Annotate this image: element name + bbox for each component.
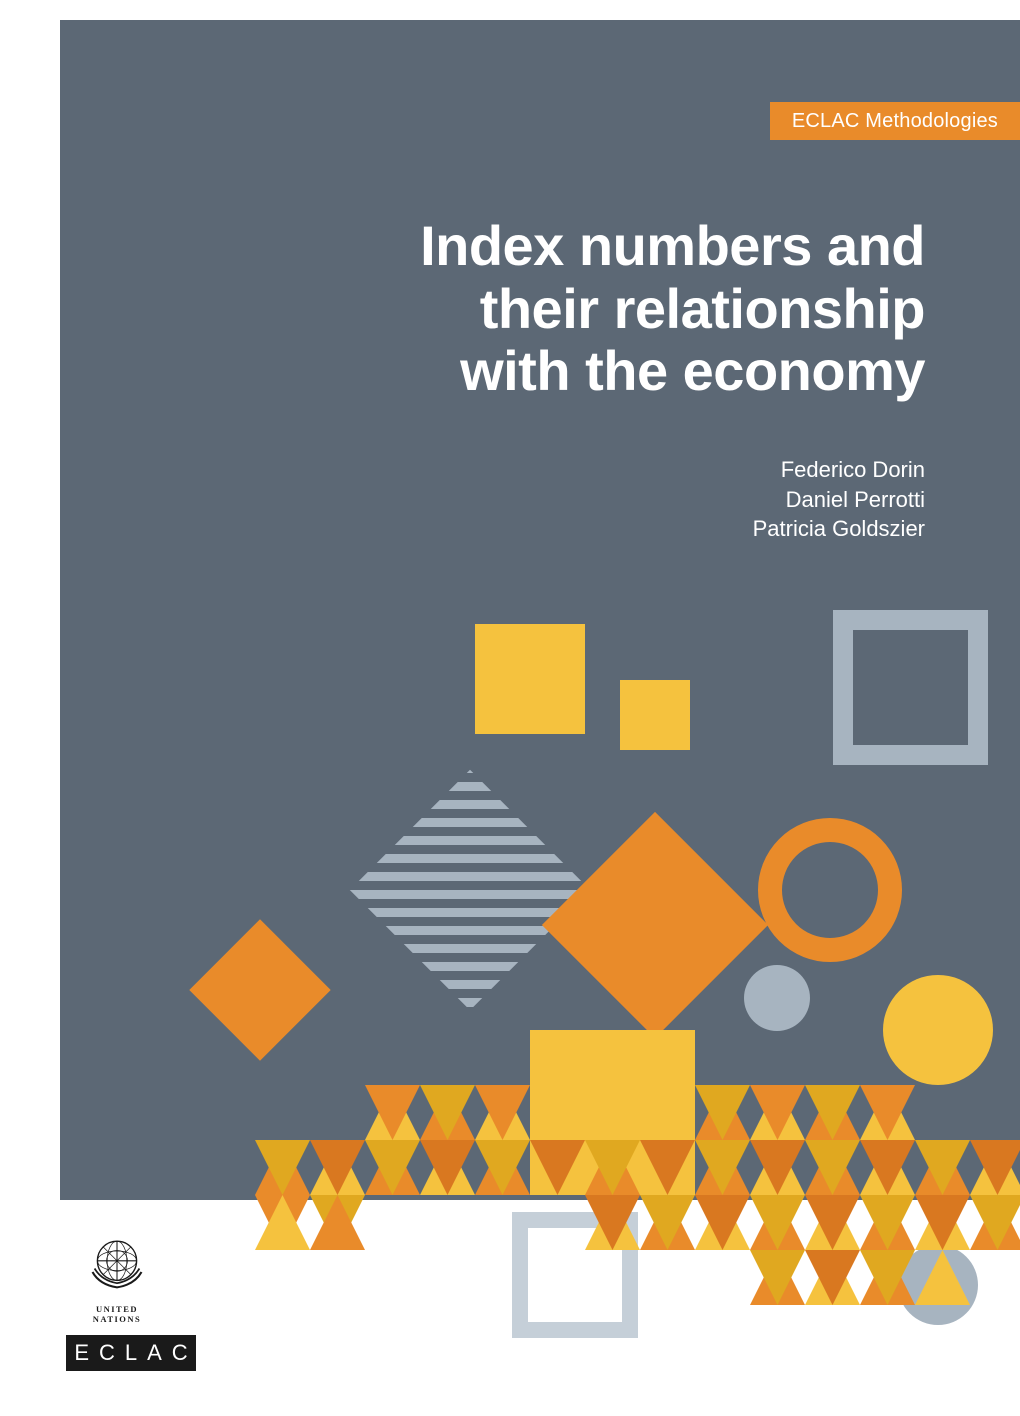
document-title: Index numbers andtheir relationshipwith … (225, 215, 925, 403)
cover-page: ECLAC Methodologies Index numbers andthe… (0, 0, 1020, 1416)
author-name: Patricia Goldszier (753, 514, 925, 544)
series-tag-text: ECLAC Methodologies (792, 110, 998, 133)
authors-list: Federico DorinDaniel PerrottiPatricia Go… (753, 455, 925, 544)
author-name: Daniel Perrotti (753, 485, 925, 515)
eclac-logo: ECLAC (66, 1335, 196, 1371)
un-emblem-icon (82, 1230, 152, 1300)
series-tag: ECLAC Methodologies (770, 102, 1020, 140)
title-line: with the economy (225, 340, 925, 403)
un-label: UNITED NATIONS (72, 1304, 162, 1324)
title-line: Index numbers and (225, 215, 925, 278)
un-logo: UNITED NATIONS (72, 1230, 162, 1324)
main-panel: ECLAC Methodologies Index numbers andthe… (60, 20, 1020, 1200)
title-line: their relationship (225, 278, 925, 341)
eclac-label: ECLAC (74, 1340, 197, 1366)
author-name: Federico Dorin (753, 455, 925, 485)
